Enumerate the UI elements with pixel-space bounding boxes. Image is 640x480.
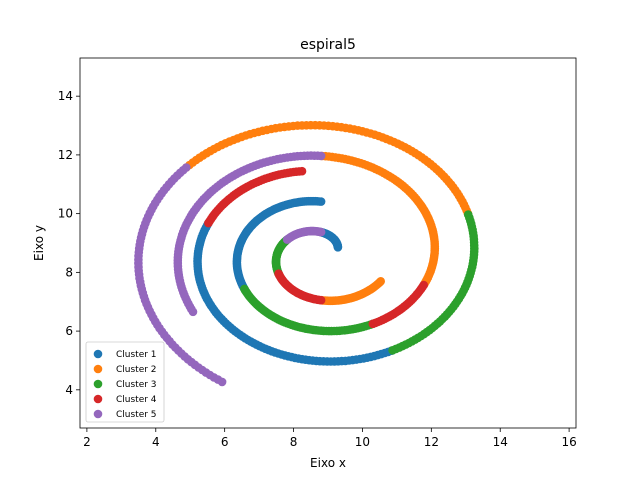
- y-axis-ticks: 4 6 8 10 12 14: [58, 89, 80, 397]
- legend-marker: [93, 394, 103, 404]
- data-point: [376, 277, 386, 286]
- y-axis-label: Eixo y: [32, 225, 46, 261]
- x-tick-label: 12: [424, 435, 439, 449]
- x-axis-label: Eixo x: [310, 456, 346, 470]
- legend-marker: [93, 349, 103, 359]
- data-point: [463, 210, 473, 219]
- x-tick-label: 2: [83, 435, 91, 449]
- legend-label: Cluster 3: [116, 380, 157, 390]
- legend-label: Cluster 1: [116, 350, 157, 360]
- y-tick-label: 8: [65, 265, 73, 279]
- y-tick-label: 14: [58, 89, 73, 103]
- x-tick-label: 16: [561, 435, 576, 449]
- data-point: [204, 218, 213, 228]
- x-tick-label: 10: [355, 435, 370, 449]
- legend-label: Cluster 4: [116, 395, 157, 405]
- plot-frame: [79, 57, 577, 429]
- x-tick-label: 6: [221, 435, 229, 449]
- legend-label: Cluster 5: [116, 410, 157, 420]
- data-point: [419, 280, 429, 290]
- data-point: [282, 235, 292, 244]
- legend-box: [85, 341, 165, 423]
- series-3: [240, 210, 479, 355]
- data-points: [134, 120, 479, 387]
- data-point: [188, 307, 198, 317]
- legend-marker: [93, 409, 103, 419]
- series-4: [204, 166, 429, 329]
- data-point: [316, 295, 326, 305]
- x-axis-ticks: 2 4 6 8 10 12 14 16: [83, 428, 577, 449]
- legend: Cluster 1 Cluster 2 Cluster 3 Cluster 4 Clus…: [85, 341, 165, 423]
- y-tick-label: 12: [58, 148, 73, 162]
- series-1: [193, 196, 396, 366]
- x-tick-label: 4: [152, 435, 160, 449]
- legend-label: Cluster 2: [116, 365, 157, 375]
- x-tick-label: 14: [493, 435, 508, 449]
- y-tick-label: 10: [58, 207, 73, 221]
- y-tick-label: 6: [65, 324, 73, 338]
- series-5: [134, 151, 326, 387]
- chart-title: espiral5: [300, 37, 356, 53]
- data-point: [217, 377, 227, 387]
- legend-marker: [93, 379, 103, 389]
- x-tick-label: 8: [290, 435, 298, 449]
- y-tick-label: 4: [65, 383, 73, 397]
- legend-marker: [93, 364, 103, 374]
